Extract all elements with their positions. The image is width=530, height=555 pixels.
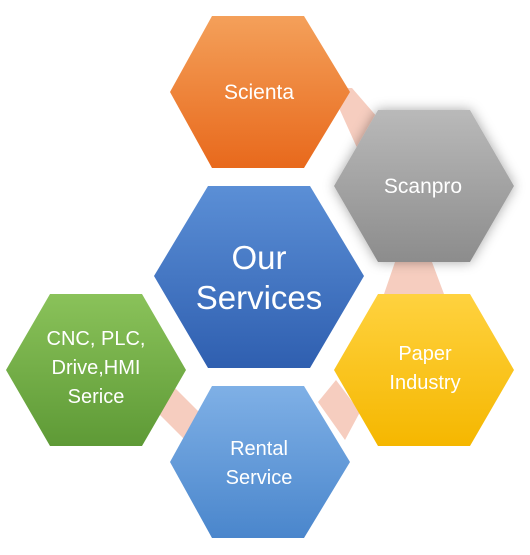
hex-rental-service: Rental Service [170,386,350,538]
hex-center-shape [154,186,364,368]
hex-paper-line-1: Paper [398,343,452,365]
hex-scienta-label: Scienta [224,81,294,104]
hex-scanpro-label: Scanpro [384,175,462,198]
hex-paper-shape [334,294,514,446]
hex-cnc-shape [6,294,186,446]
hex-center-line-1: Our [231,239,286,276]
hex-rental-line-1: Rental [230,438,288,460]
hex-scienta: Scienta [170,16,350,168]
hex-scanpro-shape [334,110,514,262]
hex-paper-line-2: Industry [389,372,460,394]
hex-rental-line-2: Service [226,467,293,489]
hex-paper-industry: Paper Industry [334,294,514,446]
connector-paper-rental [318,380,360,440]
hex-rental-shape [170,386,350,538]
hex-scanpro: Scanpro [334,110,514,262]
connector-scanpro-paper [384,262,444,294]
hex-center-line-2: Services [196,279,323,316]
hex-center: Our Services [154,186,364,368]
hex-cnc-line-1: CNC, PLC, [47,328,146,350]
hex-scienta-shape [170,16,350,168]
hex-cnc-line-3: Serice [68,386,125,408]
hex-cnc-plc: CNC, PLC, Drive,HMI Serice [6,294,186,446]
hex-cnc-line-2: Drive,HMI [52,357,141,379]
